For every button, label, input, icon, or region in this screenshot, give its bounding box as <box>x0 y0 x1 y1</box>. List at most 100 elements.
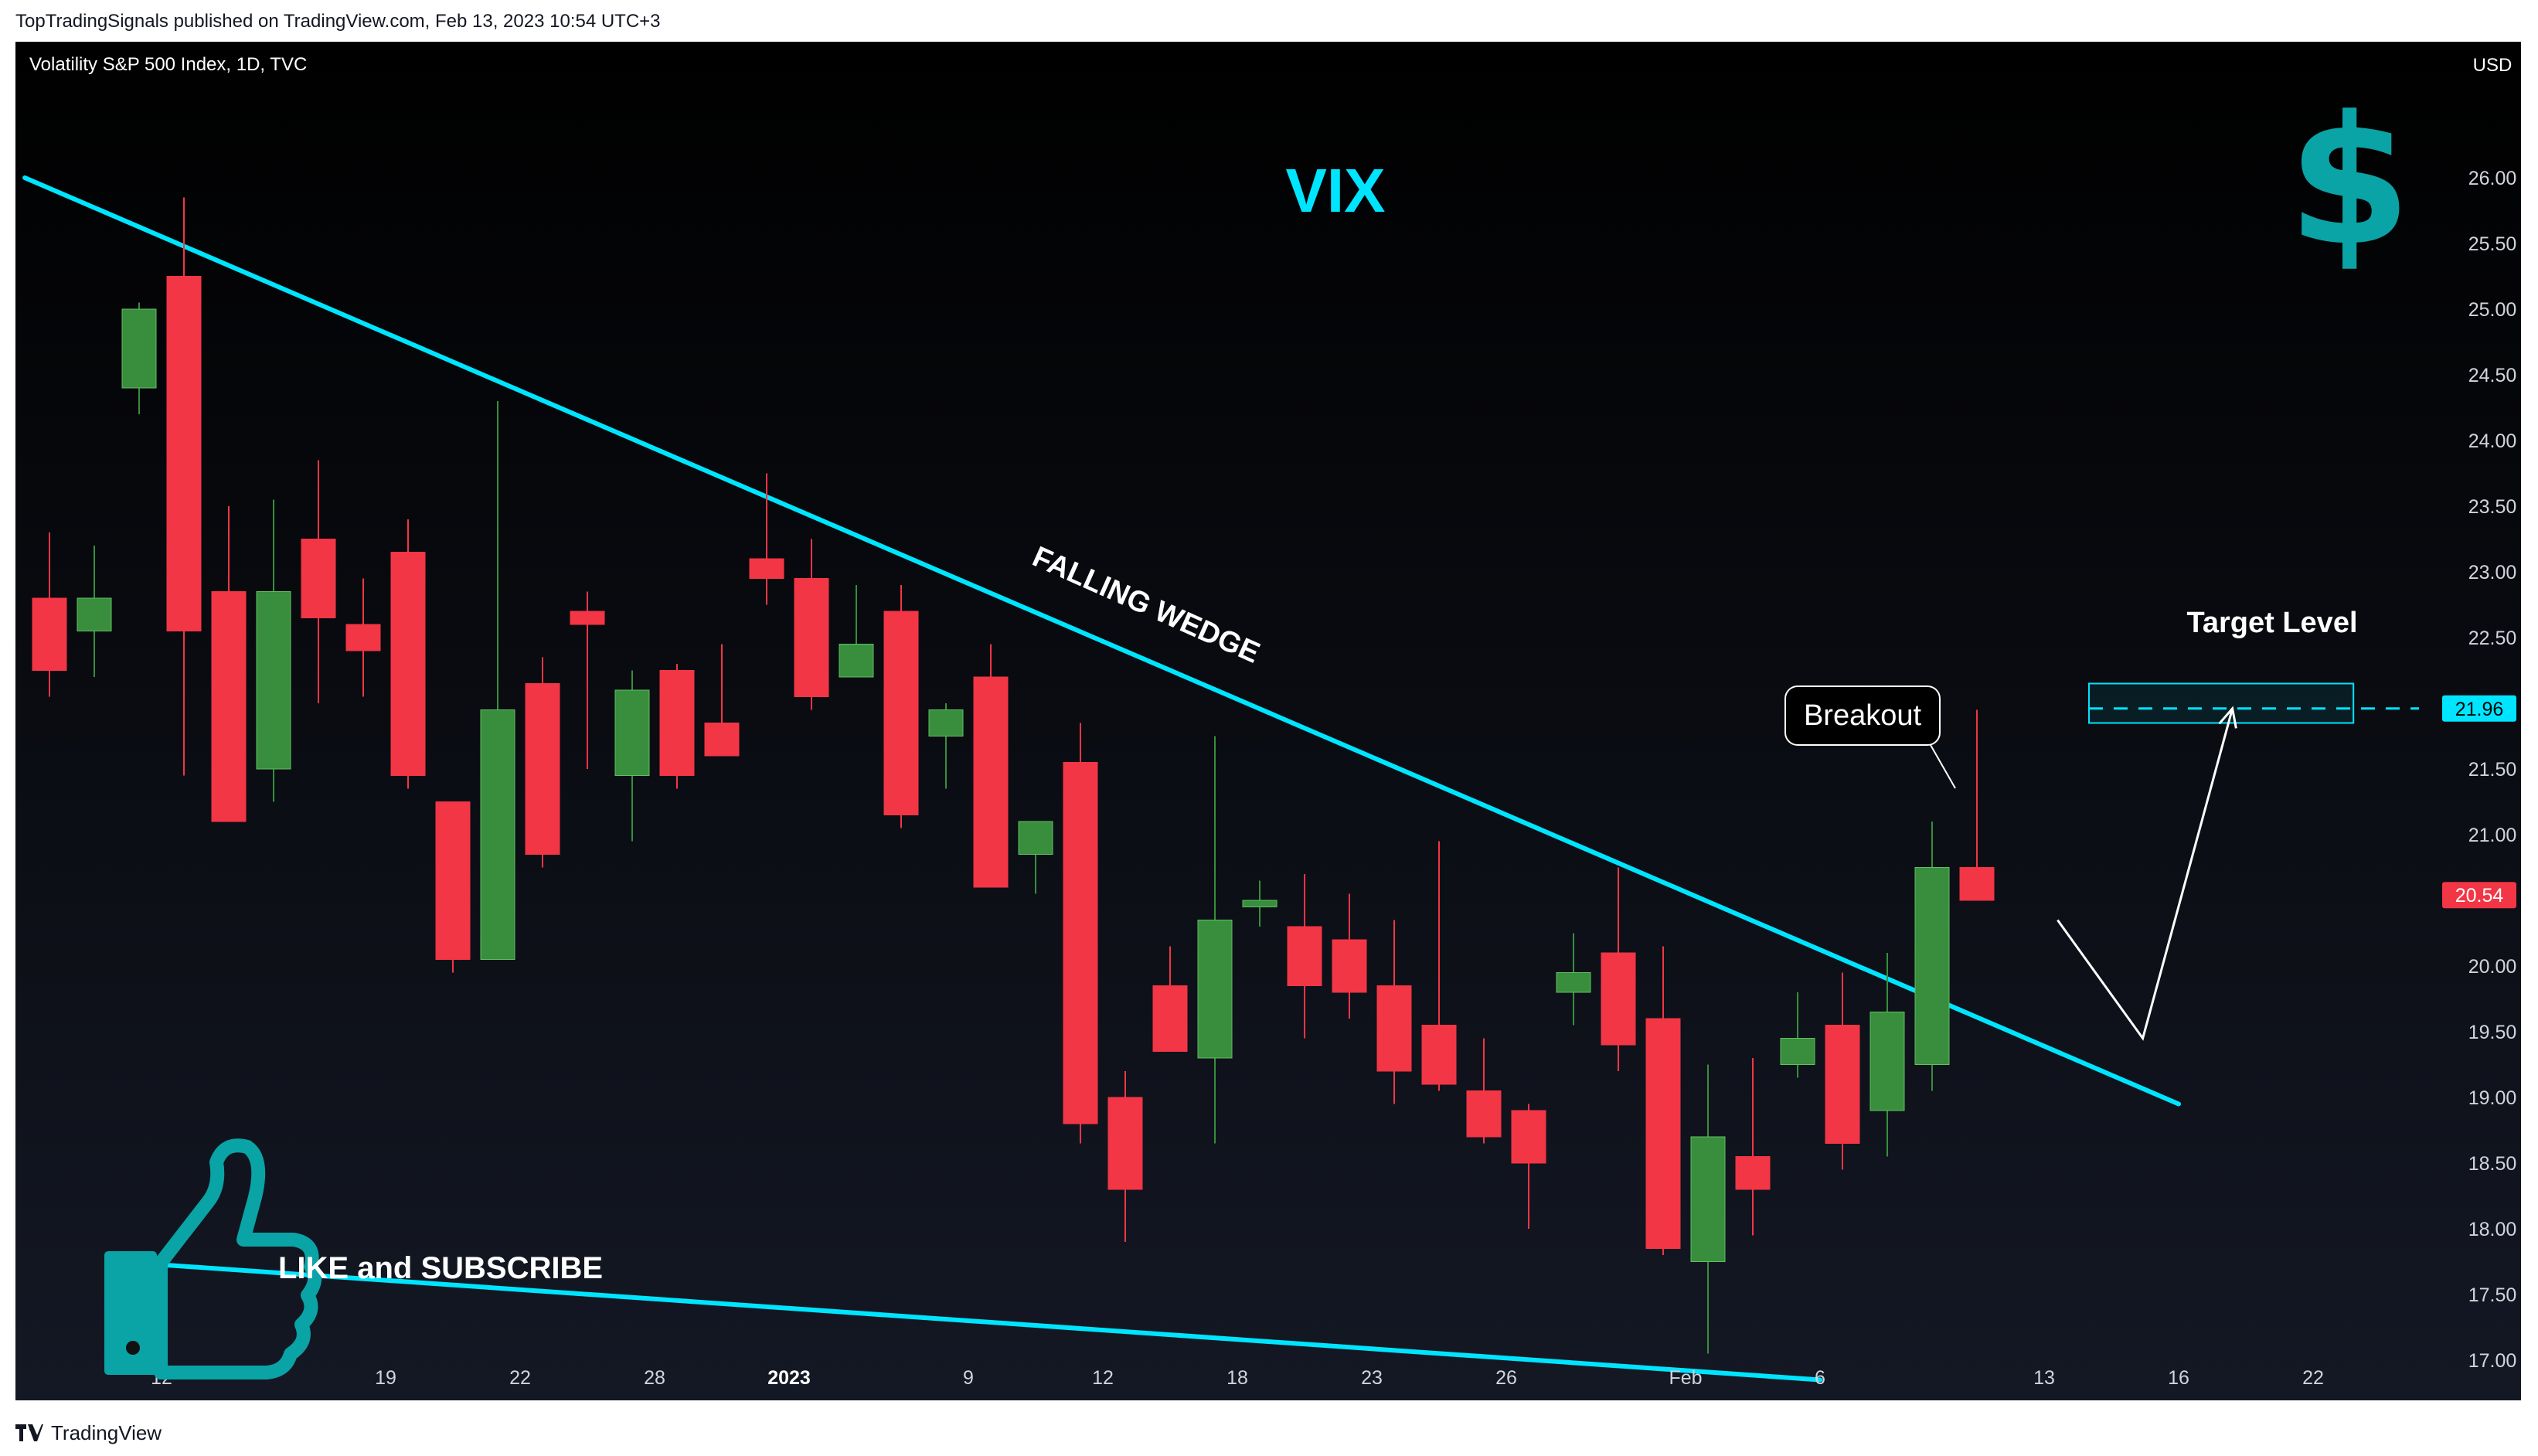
last-price-label: 20.54 <box>2455 885 2504 907</box>
chart-panel[interactable]: 26.00 25.50 25.00 24.50 24.00 23.50 23.00 22.50… <box>15 42 2521 1400</box>
candle-body[interactable] <box>1332 939 1367 993</box>
candle-body[interactable] <box>1959 867 1995 901</box>
candle-body[interactable] <box>570 611 605 625</box>
thumbs-up-icon <box>104 1138 322 1379</box>
candle-body[interactable] <box>794 578 829 697</box>
currency-label: USD <box>2473 55 2512 76</box>
publisher-header: TopTradingSignals published on TradingVi… <box>15 11 661 32</box>
candle-body[interactable] <box>1511 1110 1546 1164</box>
candle-body[interactable] <box>1556 972 1591 993</box>
thumb-hand <box>154 1138 322 1379</box>
candle-body[interactable] <box>345 624 381 651</box>
candle-body[interactable] <box>1107 1097 1143 1190</box>
target-price-tag <box>2442 695 2516 722</box>
candle-body[interactable] <box>1645 1018 1681 1249</box>
target-price-label: 21.96 <box>2455 699 2504 720</box>
candle-body[interactable] <box>1914 867 1950 1065</box>
x-tick-label: Feb <box>1669 1367 1702 1389</box>
candle-body[interactable] <box>166 276 202 631</box>
candle-body[interactable] <box>480 709 515 960</box>
projection-arrowhead <box>2218 706 2237 729</box>
candle-body[interactable] <box>1869 1012 1905 1111</box>
y-tick-label: 25.50 <box>2468 233 2517 255</box>
y-tick-label: 23.00 <box>2468 562 2517 583</box>
last-price-tag <box>2442 882 2516 909</box>
main-title: VIX <box>1286 156 1386 225</box>
x-tick-label: 22 <box>2302 1367 2324 1389</box>
x-tick-label: 2023 <box>767 1367 811 1389</box>
candle-body[interactable] <box>1197 920 1233 1059</box>
thumb-cuff <box>104 1251 157 1375</box>
y-tick-label: 26.00 <box>2468 168 2517 189</box>
tradingview-logo-icon <box>15 1424 43 1441</box>
candle-body[interactable] <box>1242 900 1278 907</box>
y-tick-label: 24.00 <box>2468 430 2517 452</box>
cta-label: LIKE and SUBSCRIBE <box>278 1251 603 1285</box>
candle-body[interactable] <box>1063 762 1098 1124</box>
candle-body[interactable] <box>1421 1025 1457 1085</box>
candle-body[interactable] <box>525 683 560 855</box>
projection-path[interactable] <box>2057 708 2234 1041</box>
breakout-pointer <box>1930 744 1956 789</box>
y-tick-label: 25.00 <box>2468 299 2517 321</box>
candle-body[interactable] <box>390 552 426 776</box>
y-tick-label: 21.50 <box>2468 759 2517 781</box>
thumb-dot <box>126 1341 140 1355</box>
candle-body[interactable] <box>749 558 784 579</box>
x-tick-label: 28 <box>644 1367 665 1389</box>
candle-body[interactable] <box>1018 821 1053 855</box>
x-tick-label: 13 <box>2033 1367 2055 1389</box>
candle-body[interactable] <box>1287 926 1322 986</box>
breakout-label: Breakout <box>1804 699 1922 732</box>
candle-body[interactable] <box>614 689 650 776</box>
x-tick-label: 16 <box>2168 1367 2189 1389</box>
footer: TradingView <box>15 1417 162 1448</box>
candle-body[interactable] <box>973 676 1009 888</box>
x-tick-label: 22 <box>509 1367 531 1389</box>
y-tick-label: 22.50 <box>2468 628 2517 649</box>
x-tick-label: 19 <box>375 1367 396 1389</box>
candle-body[interactable] <box>1152 985 1188 1052</box>
candle-body[interactable] <box>839 644 874 678</box>
x-tick-label: 9 <box>963 1367 974 1389</box>
y-tick-label: 21.00 <box>2468 825 2517 846</box>
x-tick-label: 23 <box>1361 1367 1383 1389</box>
candle-body[interactable] <box>1690 1136 1726 1262</box>
candle-body[interactable] <box>1466 1090 1502 1138</box>
symbol-title: Volatility S&P 500 Index, 1D, TVC <box>29 54 308 75</box>
y-tick-label: 18.50 <box>2468 1153 2517 1175</box>
dollar-icon: $ <box>2288 79 2411 285</box>
y-tick-label: 18.00 <box>2468 1219 2517 1240</box>
candle-body[interactable] <box>121 308 157 389</box>
trend-line-lower[interactable] <box>114 1259 1822 1383</box>
candle-body[interactable] <box>1601 952 1636 1046</box>
footer-brand: TradingView <box>51 1420 162 1444</box>
candle-body[interactable] <box>256 591 291 770</box>
x-tick-label: 26 <box>1495 1367 1517 1389</box>
candle-body[interactable] <box>211 591 247 822</box>
trend-line-upper[interactable] <box>22 175 2181 1107</box>
candle-body[interactable] <box>704 723 740 757</box>
breakout-callout <box>1784 685 1941 746</box>
y-tick-label: 19.50 <box>2468 1022 2517 1043</box>
target-level-label: Target Level <box>2186 607 2357 639</box>
x-tick-label: 6 <box>1815 1367 1825 1389</box>
y-tick-label: 24.50 <box>2468 365 2517 386</box>
candle-body[interactable] <box>1376 985 1412 1072</box>
candle-body[interactable] <box>1780 1038 1815 1065</box>
candle-body[interactable] <box>883 611 919 815</box>
candle-body[interactable] <box>1825 1025 1860 1144</box>
candle-body[interactable] <box>659 670 695 776</box>
candle-body[interactable] <box>1735 1156 1771 1190</box>
candle-body[interactable] <box>928 709 964 737</box>
candle-body[interactable] <box>435 801 471 960</box>
y-tick-label: 23.50 <box>2468 496 2517 518</box>
x-tick-label: 18 <box>1226 1367 1248 1389</box>
candle-body[interactable] <box>77 597 112 631</box>
y-tick-label: 19.00 <box>2468 1087 2517 1109</box>
y-tick-label: 20.00 <box>2468 956 2517 978</box>
candle-body[interactable] <box>32 597 67 671</box>
candle-body[interactable] <box>301 539 336 618</box>
target-zone[interactable] <box>2088 682 2355 724</box>
chart-svg[interactable]: 26.00 25.50 25.00 24.50 24.00 23.50 23.00 22.50… <box>15 42 2521 1400</box>
